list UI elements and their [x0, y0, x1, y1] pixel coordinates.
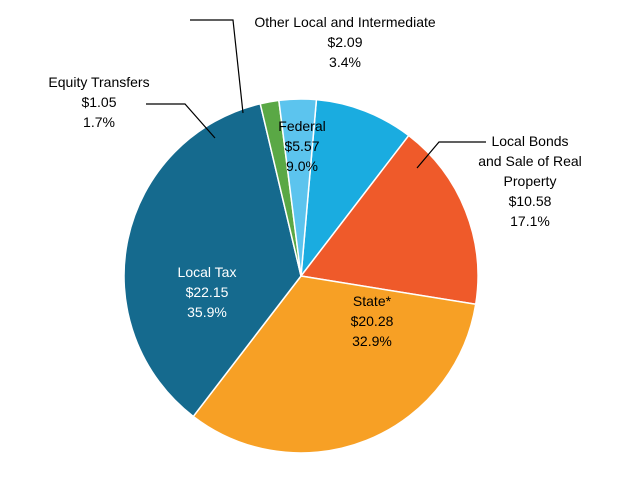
label-line: $20.28 [351, 313, 394, 329]
label-bonds: Local Bonds and Sale of Real Property $10.5… [478, 133, 582, 229]
label-line: Equity Transfers [48, 74, 149, 90]
leader-line-equity [146, 103, 216, 139]
label-line: State* [353, 293, 392, 309]
label-line: $22.15 [186, 284, 229, 300]
label-state: State* $20.28 32.9% [351, 293, 394, 349]
label-line: $5.57 [284, 138, 319, 154]
label-line: $10.58 [509, 193, 552, 209]
label-line: 32.9% [352, 333, 392, 349]
label-local-tax: Local Tax $22.15 35.9% [178, 264, 237, 320]
label-line: 35.9% [187, 304, 227, 320]
label-line: 9.0% [286, 158, 318, 174]
label-line: Property [504, 173, 557, 189]
label-line: Federal [278, 118, 325, 134]
label-line: Other Local and Intermediate [254, 14, 436, 30]
label-line: $2.09 [327, 34, 362, 50]
label-federal: Federal $5.57 9.0% [278, 118, 325, 174]
label-line: $1.05 [81, 94, 116, 110]
label-line: Local Tax [178, 264, 237, 280]
label-other: Other Local and Intermediate $2.09 3.4% [254, 14, 436, 70]
pie-slices [123, 98, 479, 454]
label-line: 1.7% [83, 114, 115, 130]
label-line: 17.1% [510, 213, 550, 229]
pie-slice-federal [300, 98, 410, 279]
pie-slice-local-tax [123, 102, 302, 418]
label-line: Local Bonds [491, 133, 568, 149]
label-line: 3.4% [329, 54, 361, 70]
leader-line-other [190, 19, 244, 114]
pie-slice-local-bonds-and-sale-of-real-property [299, 134, 479, 306]
pie-slice-other-local-and-intermediate [278, 98, 318, 277]
label-equity: Equity Transfers $1.05 1.7% [48, 74, 149, 130]
label-line: and Sale of Real [478, 153, 582, 169]
pie-slice-state [192, 275, 477, 454]
leader-line-bonds [416, 141, 486, 169]
